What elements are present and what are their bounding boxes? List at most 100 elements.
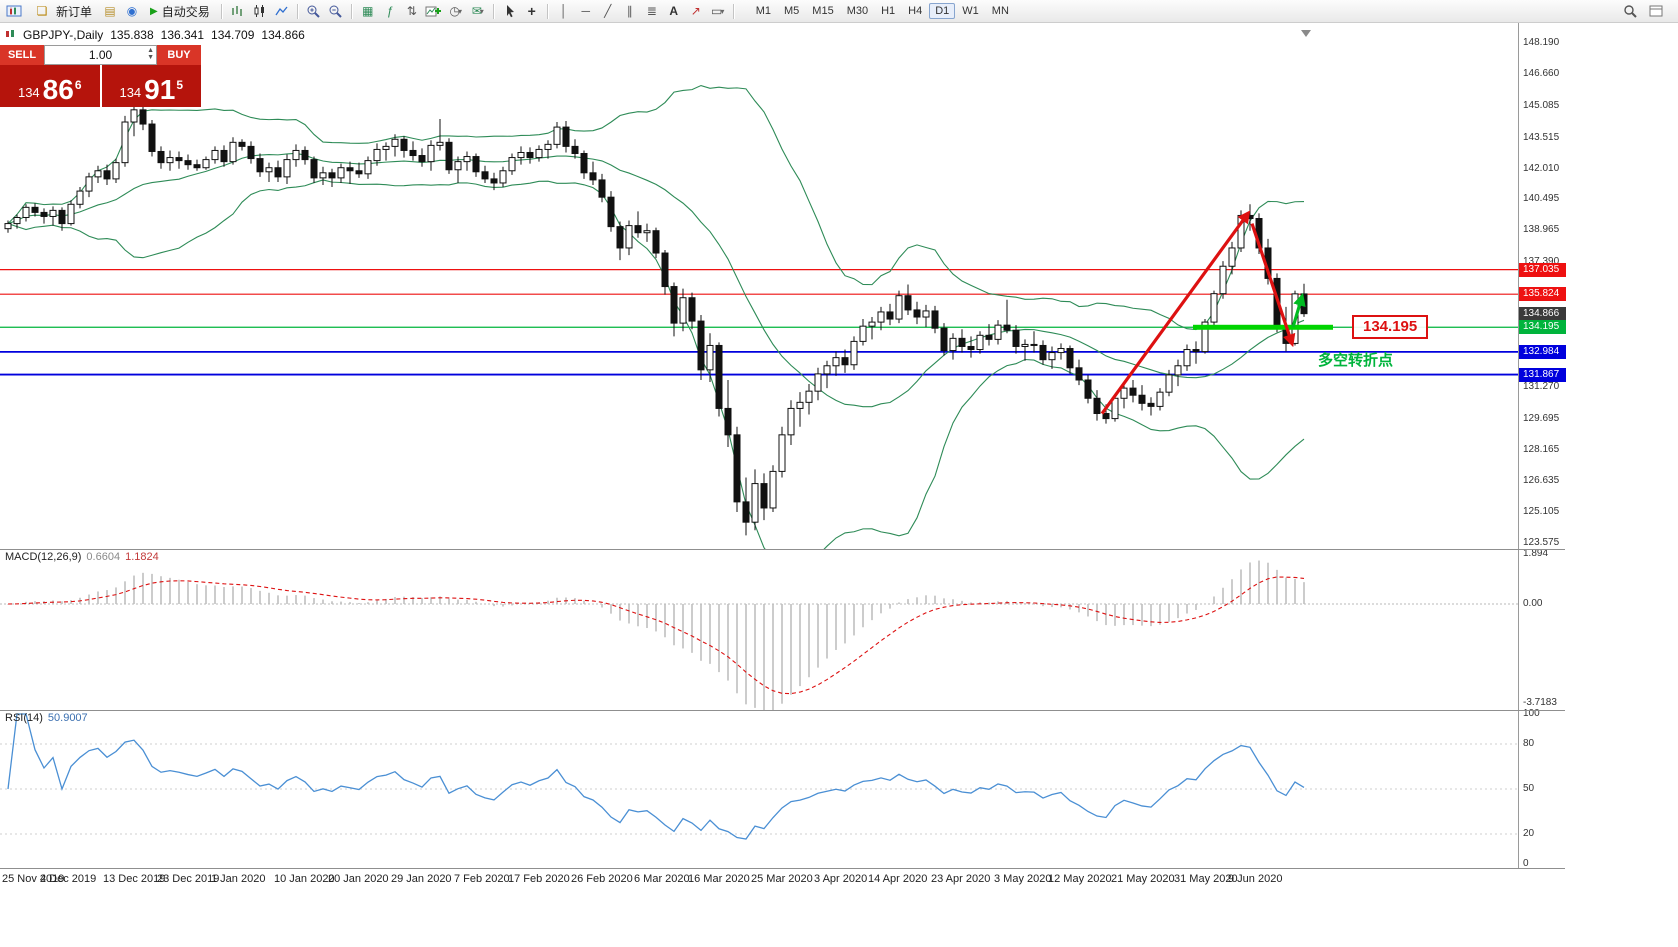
bar-chart-icon[interactable] <box>228 2 248 20</box>
chart-scroll-marker[interactable] <box>1301 30 1311 37</box>
fibonacci-tool-icon[interactable]: ≣ <box>646 4 657 18</box>
date-label: 10 Jan 2020 <box>274 873 335 885</box>
price-annotation-box[interactable]: 134.195 <box>1352 315 1429 339</box>
community-icon[interactable]: ◉ <box>126 4 138 18</box>
macd-histogram-bar <box>178 579 180 604</box>
text-tool-icon[interactable]: A <box>669 4 679 18</box>
toolbar-right-group <box>1620 2 1666 20</box>
rsi-pane-separator[interactable] <box>0 710 1565 711</box>
macd-pane-separator[interactable] <box>0 549 1565 550</box>
macd-histogram-bar <box>745 604 747 705</box>
axis-tick: 80 <box>1523 738 1535 749</box>
timeframe-button-mn[interactable]: MN <box>991 5 1009 17</box>
period-selector-icon[interactable]: ◷ ▾ <box>446 2 466 20</box>
cursor-icon[interactable] <box>500 2 520 20</box>
shapes-tool-icon[interactable]: ▭ ▾ <box>708 2 728 20</box>
crosshair-icon[interactable]: + <box>527 3 536 19</box>
candle <box>103 164 111 185</box>
buy-price-display[interactable]: 134 91 5 <box>102 65 202 107</box>
macd-histogram-bar <box>952 599 954 604</box>
axis-tick: 137.390 <box>1523 256 1559 267</box>
toolbar-separator <box>220 3 223 19</box>
indicators-icon[interactable]: ƒ <box>386 4 394 18</box>
autotrading-button[interactable]: ▶ 自动交易 <box>144 2 216 21</box>
macd-histogram-bar <box>1033 604 1035 605</box>
horizontal-line-tool-icon[interactable]: ─ <box>581 4 590 18</box>
search-icon[interactable] <box>1620 2 1640 20</box>
macd-histogram-bar <box>1060 604 1062 608</box>
candle <box>895 290 903 324</box>
candle <box>184 154 192 170</box>
trend-arrow-up[interactable] <box>1100 210 1251 415</box>
lot-size-value: 1.00 <box>88 48 113 62</box>
trendline-tool-icon[interactable]: ╱ <box>604 4 612 18</box>
candle <box>535 145 543 162</box>
sell-price-display[interactable]: 134 86 6 <box>0 65 100 107</box>
macd-histogram-bar <box>412 597 414 604</box>
macd-histogram-bar <box>1222 587 1224 604</box>
timeframe-button-m15[interactable]: M15 <box>812 5 834 17</box>
macd-histogram-bar <box>979 602 981 604</box>
timeframe-button-w1[interactable]: W1 <box>962 5 979 17</box>
auto-arrange-icon[interactable]: ⇅ <box>406 4 417 18</box>
new-window-icon[interactable] <box>1646 2 1666 20</box>
timeframe-button-m5[interactable]: M5 <box>784 5 800 17</box>
macd-histogram-bar <box>547 600 549 604</box>
axis-tick: 125.105 <box>1523 505 1560 517</box>
price-badge-135.824: 135.824 <box>1519 287 1566 302</box>
candle <box>562 121 570 153</box>
symbol-window-icon[interactable] <box>4 2 24 20</box>
vertical-line-tool-icon[interactable]: │ <box>559 4 568 18</box>
candlestick-chart-icon[interactable] <box>250 2 270 20</box>
lot-up-button[interactable]: ▲ <box>147 47 154 54</box>
chart-canvas[interactable] <box>0 23 1518 868</box>
date-axis[interactable]: 25 Nov 2019 4 Dec 2019 13 Dec 2019 23 Dec 2… <box>0 869 1518 891</box>
line-chart-icon[interactable] <box>272 2 292 20</box>
macd-histogram-bar <box>1096 604 1098 622</box>
macd-histogram-bar <box>394 596 396 604</box>
macd-histogram-bar <box>655 604 657 632</box>
macd-histogram-bar <box>340 601 342 604</box>
axis-tick: 20 <box>1523 828 1535 839</box>
macd-histogram-bar <box>718 604 720 673</box>
buy-button[interactable]: BUY <box>157 45 201 65</box>
macd-histogram-bar <box>727 604 729 681</box>
rebound-arrow[interactable] <box>1291 293 1306 328</box>
candle <box>1174 359 1182 387</box>
axis-tick: 126.635 <box>1523 474 1560 486</box>
candle <box>580 150 588 179</box>
trend-arrow-down[interactable] <box>1250 223 1296 348</box>
support-zone-segment[interactable] <box>1193 324 1333 330</box>
timeframe-button-m1[interactable]: M1 <box>755 5 772 17</box>
candle <box>985 324 993 346</box>
zoom-out-icon[interactable] <box>326 2 346 20</box>
macd-histogram-bar <box>7 604 9 605</box>
tile-windows-icon[interactable]: ▦ <box>362 4 374 18</box>
new-chart-icon[interactable] <box>424 2 444 20</box>
new-order-button[interactable]: ❏ 新订单 <box>26 1 98 21</box>
macd-histogram-bar <box>835 604 837 650</box>
candle <box>877 306 885 331</box>
channel-tool-icon[interactable]: ∥ <box>626 4 633 18</box>
lot-down-button[interactable]: ▼ <box>147 54 154 61</box>
candle <box>1183 344 1191 371</box>
date-label: 23 Apr 2020 <box>931 873 991 885</box>
axis-tick: 100 <box>1523 708 1540 719</box>
zoom-in-icon[interactable] <box>304 2 324 20</box>
envelope-icon: ✉ <box>471 4 482 18</box>
timeframe-button-d1[interactable]: D1 <box>929 3 956 19</box>
macd-histogram-bar <box>592 603 594 605</box>
arrow-objects-icon[interactable]: ↗ <box>690 4 701 18</box>
clock-icon: ◷ <box>449 4 460 18</box>
macd-histogram-bar <box>1231 579 1233 604</box>
timeframe-button-h4[interactable]: H4 <box>908 5 923 17</box>
turning-point-annotation[interactable]: 多空转折点 <box>1318 352 1394 369</box>
timeframe-button-h1[interactable]: H1 <box>881 5 896 17</box>
price-axis[interactable]: 148.190 146.660 145.085 143.515 142.010 140.4… <box>1518 23 1566 869</box>
sell-button[interactable]: SELL <box>0 45 44 65</box>
timeframe-button-m30[interactable]: M30 <box>846 5 869 17</box>
profile-charts-icon[interactable]: ▤ <box>104 4 116 18</box>
lot-size-input[interactable]: 1.00 ▲ ▼ <box>44 45 157 65</box>
date-label: 7 Feb 2020 <box>454 873 510 885</box>
templates-icon[interactable]: ✉ ▾ <box>468 2 488 20</box>
